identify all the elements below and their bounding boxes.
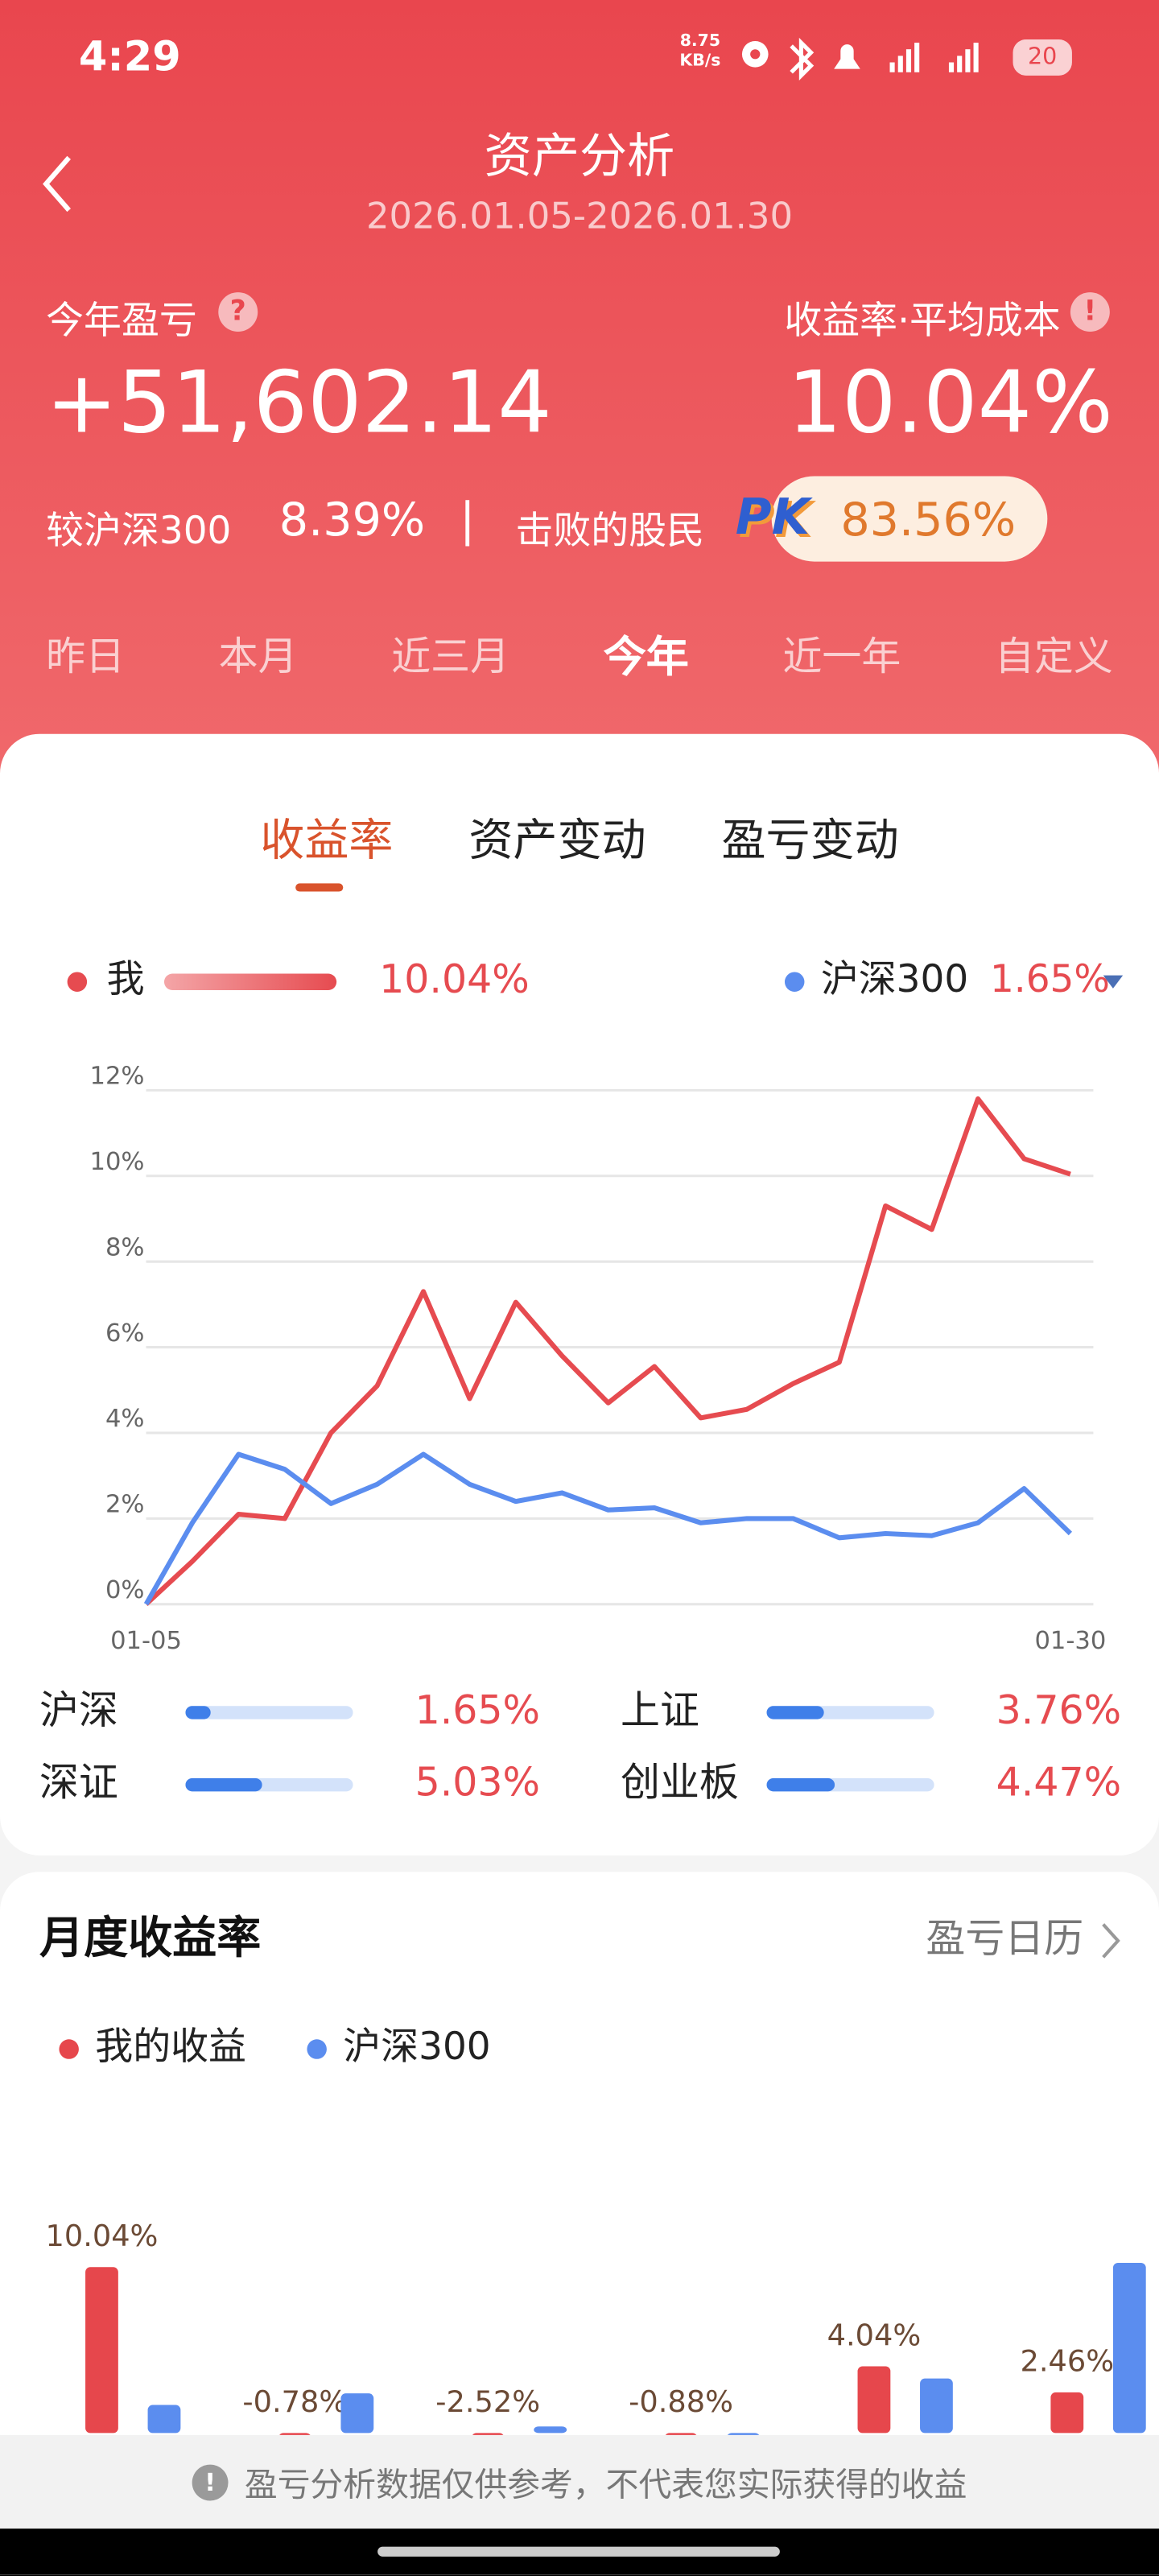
chart-tab[interactable]: 收益率: [260, 815, 394, 867]
back-button[interactable]: [36, 151, 85, 217]
bar: [534, 2426, 567, 2434]
index-name: 上证: [621, 1687, 699, 1733]
compare-value: 8.39%: [278, 492, 426, 547]
x-tick-label: 01-30: [1034, 1627, 1106, 1655]
legend-value: 10.04%: [379, 956, 530, 1002]
legend-dropdown: [1103, 975, 1124, 989]
chevron: [1102, 1923, 1120, 1959]
calendar-link[interactable]: 盈亏日历: [926, 1915, 1083, 1961]
beat-label: 击败的股民: [515, 510, 705, 554]
bar-value-label: -2.52%: [435, 2384, 540, 2419]
beat-value: 83.56%: [840, 492, 1017, 547]
help-icon[interactable]: ?: [218, 292, 258, 332]
period-tab[interactable]: 今年: [603, 634, 689, 683]
y-tick-label: 0%: [105, 1576, 145, 1604]
period-tab[interactable]: 本月: [218, 634, 298, 680]
period-tabs: 昨日 本月 近三月 今年 近一年 自定义: [0, 624, 1159, 690]
period-tab[interactable]: 近三月: [391, 634, 510, 680]
index-name: 深证: [39, 1760, 118, 1806]
pnl-label: 今年盈亏: [46, 300, 197, 344]
home-indicator: [377, 2546, 780, 2557]
index-track: [185, 1706, 353, 1719]
period-tab[interactable]: 近一年: [782, 634, 901, 680]
bar: [1050, 2392, 1084, 2434]
net-speed-unit: KB/s: [679, 52, 721, 71]
index-bar: [185, 1706, 211, 1719]
bar-value-label: -0.88%: [629, 2384, 733, 2419]
beat-pill: [771, 476, 1048, 562]
legend-dot: [67, 972, 88, 992]
notice-icon: !: [192, 2463, 229, 2500]
tab-indicator: [295, 883, 344, 892]
index-bar: [766, 1706, 824, 1719]
chart-card: [0, 733, 1159, 1856]
status-time: 4:29: [78, 32, 181, 80]
nav-bar: [0, 2529, 1159, 2575]
y-tick-label: 6%: [105, 1319, 145, 1348]
x-tick-label: 01-05: [110, 1627, 182, 1655]
net-speed: 8.75 KB/s: [679, 33, 720, 72]
index-value: 1.65%: [415, 1687, 540, 1733]
net-speed-value: 8.75: [679, 32, 721, 52]
index-bar: [185, 1777, 262, 1792]
index-value: 5.03%: [415, 1760, 540, 1806]
divider: |: [460, 492, 476, 547]
chart-tab[interactable]: 盈亏变动: [721, 815, 899, 867]
notice-text: 盈亏分析数据仅供参考，不代表您实际获得的收益: [244, 2464, 967, 2504]
legend-name: 沪深300: [821, 957, 968, 1001]
legend-dot: [784, 972, 805, 992]
legend-dot: [59, 2039, 79, 2059]
y-tick-label: 2%: [105, 1491, 145, 1519]
series-line: [143, 1451, 1073, 1606]
legend-name: 我: [107, 957, 145, 1001]
bar-value-label: -0.78%: [242, 2384, 347, 2419]
legend-value: 1.65%: [990, 957, 1110, 1001]
legend-name: 沪深300: [343, 2025, 490, 2069]
y-tick-label: 12%: [90, 1063, 145, 1091]
bar-value-label: 4.04%: [827, 2318, 922, 2352]
section-title: 月度收益率: [39, 1912, 261, 1963]
rate-value: 10.04%: [787, 354, 1113, 453]
bar: [85, 2267, 118, 2434]
bar: [340, 2393, 374, 2434]
legend-dot: [307, 2039, 327, 2059]
series-line: [144, 1096, 1071, 1607]
bar: [857, 2366, 891, 2434]
chart-tab[interactable]: 资产变动: [468, 815, 646, 867]
y-tick-label: 10%: [90, 1148, 145, 1176]
index-value: 4.47%: [996, 1760, 1121, 1806]
chart-tabs: 收益率 资产变动 盈亏变动: [0, 804, 1159, 869]
pk-badge: PK: [735, 489, 810, 547]
battery: 20: [1013, 39, 1072, 76]
header-bg: [0, 0, 1159, 789]
index-name: 沪深: [39, 1687, 118, 1733]
bar-value-label: 10.04%: [45, 2219, 158, 2253]
info-icon[interactable]: !: [1070, 292, 1110, 332]
bar: [147, 2405, 181, 2434]
bar: [1112, 2262, 1146, 2434]
pnl-value: +51,602.14: [46, 354, 552, 453]
index-value: 3.76%: [996, 1687, 1121, 1733]
bar: [920, 2378, 953, 2434]
bar-value-label: 2.46%: [1021, 2344, 1115, 2379]
legend-name: 我的收益: [95, 2025, 246, 2069]
y-tick-label: 8%: [105, 1233, 145, 1261]
period-tab[interactable]: 自定义: [994, 634, 1113, 680]
status-icons: [741, 37, 979, 80]
y-tick-label: 4%: [105, 1405, 145, 1433]
period-tab[interactable]: 昨日: [46, 634, 126, 680]
rate-label[interactable]: 收益率·平均成本: [784, 300, 1061, 344]
index-bar: [766, 1777, 835, 1792]
index-name: 创业板: [621, 1760, 739, 1806]
footer: ! 盈亏分析数据仅供参考，不代表您实际获得的收益: [0, 2434, 1159, 2529]
date-range: 2026.01.05-2026.01.30: [365, 196, 794, 238]
page-title: 资产分析: [484, 128, 675, 184]
legend-bar: [163, 973, 337, 990]
compare-label: 较沪深300: [46, 510, 232, 554]
